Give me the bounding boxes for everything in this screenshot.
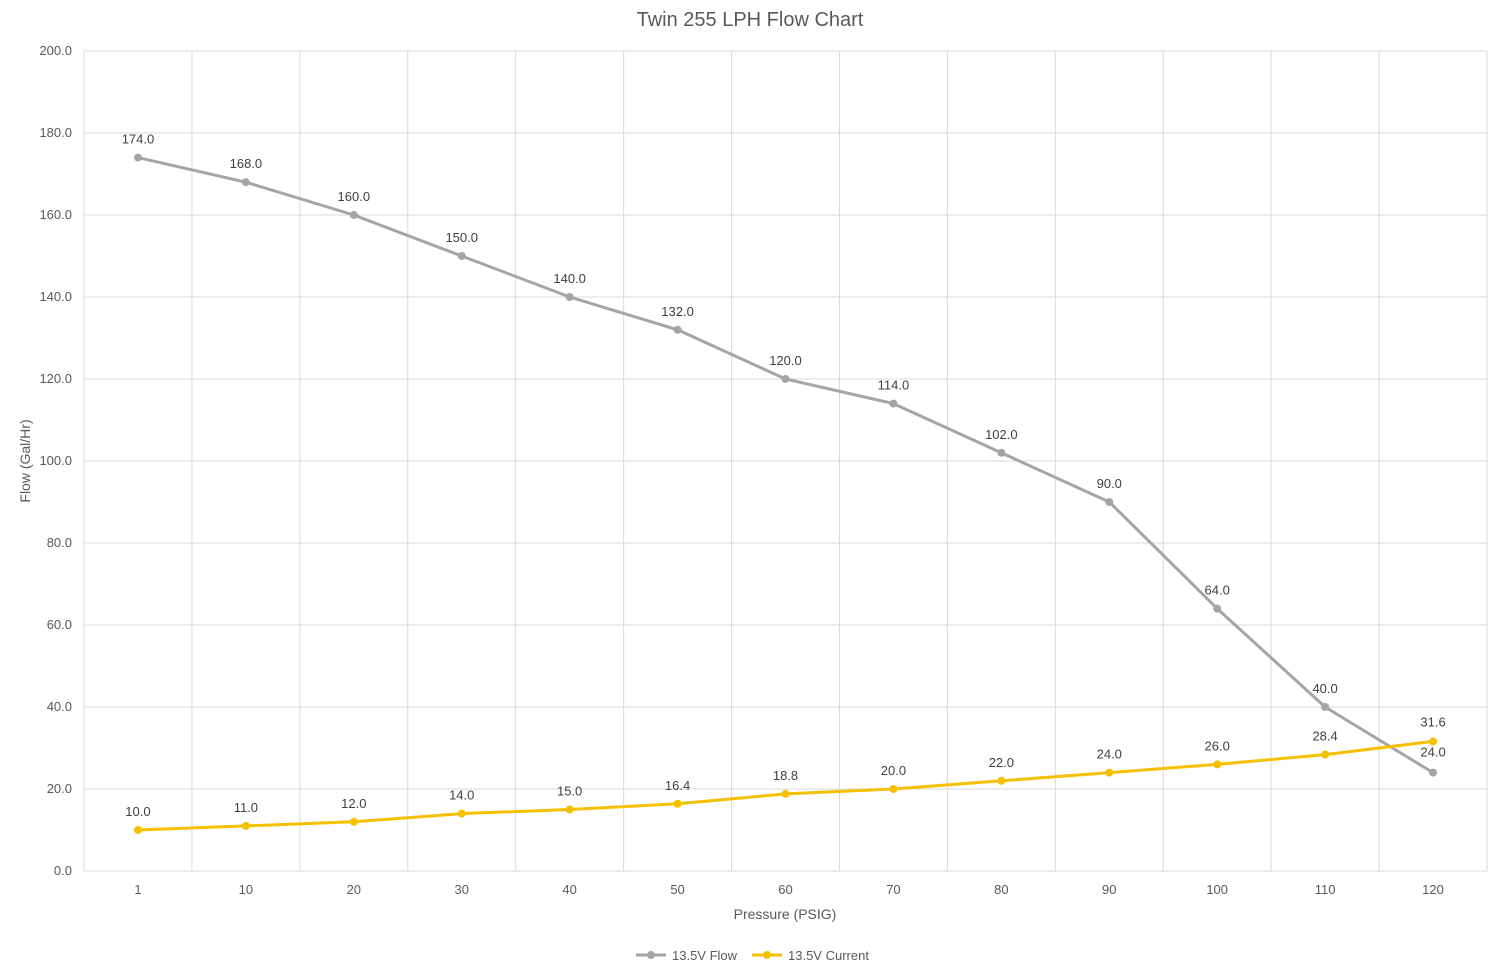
legend: 13.5V Flow 13.5V Current	[636, 948, 869, 963]
y-tick-label: 180.0	[39, 125, 72, 140]
data-point	[1321, 750, 1330, 759]
data-label: 40.0	[1312, 681, 1337, 696]
data-point	[673, 799, 682, 808]
data-label: 24.0	[1097, 747, 1122, 762]
x-tick-label: 90	[1102, 882, 1116, 897]
data-point	[133, 153, 142, 162]
gridlines	[83, 50, 1488, 872]
data-label: 20.0	[881, 763, 906, 778]
x-tick-label: 50	[670, 882, 684, 897]
y-tick-label: 0.0	[54, 863, 72, 878]
data-label: 28.4	[1312, 729, 1337, 744]
data-label: 168.0	[230, 156, 263, 171]
x-tick-label: 70	[886, 882, 900, 897]
data-point	[457, 252, 466, 260]
y-tick-label: 60.0	[47, 617, 72, 632]
legend-swatch-marker	[647, 951, 655, 959]
data-label: 90.0	[1097, 476, 1122, 491]
data-point	[457, 809, 466, 818]
data-label: 114.0	[878, 378, 910, 393]
x-tick-label: 10	[239, 882, 253, 897]
data-label: 22.0	[989, 755, 1014, 770]
data-point	[1105, 498, 1114, 506]
y-tick-label: 120.0	[39, 371, 72, 386]
data-label: 174.0	[122, 132, 155, 147]
data-label: 31.6	[1420, 714, 1445, 729]
data-label: 120.0	[769, 353, 802, 368]
data-point	[565, 293, 574, 301]
data-point	[889, 399, 898, 408]
x-tick-label: 100	[1206, 882, 1228, 897]
data-point	[1429, 737, 1438, 746]
data-label: 132.0	[661, 304, 694, 319]
data-point	[349, 211, 358, 219]
y-tick-label: 20.0	[47, 781, 72, 796]
axes: 0.020.040.060.080.0100.0120.0140.0160.01…	[39, 43, 1443, 897]
y-tick-label: 160.0	[39, 207, 72, 222]
x-tick-label: 20	[347, 882, 361, 897]
x-tick-label: 60	[778, 882, 792, 897]
data-label: 15.0	[557, 784, 582, 799]
data-label: 14.0	[449, 788, 474, 803]
data-label: 11.0	[234, 800, 258, 815]
data-point	[1213, 604, 1222, 613]
data-label: 12.0	[341, 796, 366, 811]
data-point	[133, 826, 142, 834]
x-tick-label: 110	[1315, 882, 1336, 897]
data-point	[1213, 760, 1222, 769]
data-label: 150.0	[445, 230, 478, 245]
data-point	[565, 805, 574, 814]
data-labels: 174.0 168.0 160.0 150.0 140.0 132.0 120.0 114.0…	[122, 132, 1446, 819]
data-point	[781, 789, 790, 798]
series-line-1	[137, 739, 1434, 832]
x-tick-label: 120	[1422, 882, 1444, 897]
data-point	[241, 178, 250, 187]
x-tick-label: 1	[134, 882, 141, 897]
series-line-0	[137, 156, 1434, 774]
x-tick-label: 80	[994, 882, 1008, 897]
y-tick-label: 200.0	[39, 43, 72, 58]
data-label: 140.0	[553, 271, 586, 286]
y-tick-label: 100.0	[39, 453, 72, 468]
data-label: 18.8	[773, 768, 798, 783]
data-point	[1429, 768, 1438, 777]
data-point	[781, 375, 790, 383]
x-tick-label: 40	[562, 882, 576, 897]
data-label: 16.4	[665, 778, 690, 793]
data-point	[997, 448, 1006, 457]
data-point	[1105, 768, 1114, 777]
chart-title: Twin 255 LPH Flow Chart	[637, 9, 864, 31]
data-label: 160.0	[338, 189, 371, 204]
legend-entry-label: 13.5V Flow	[672, 948, 738, 963]
x-axis-title: Pressure (PSIG)	[734, 906, 837, 922]
data-label: 102.0	[985, 427, 1018, 442]
data-label: 24.0	[1420, 745, 1445, 760]
series-lines	[133, 153, 1438, 834]
y-tick-label: 40.0	[47, 699, 72, 714]
legend-entry-label: 13.5V Current	[788, 948, 869, 963]
data-point	[349, 817, 358, 826]
data-point	[673, 325, 682, 334]
y-tick-label: 80.0	[47, 535, 72, 550]
data-point	[1321, 703, 1330, 711]
data-label: 26.0	[1205, 738, 1230, 753]
x-tick-label: 30	[454, 882, 468, 897]
data-point	[241, 821, 250, 830]
data-point	[997, 776, 1006, 785]
y-axis-title: Flow (Gal/Hr)	[17, 419, 33, 502]
legend-swatch-marker	[763, 951, 771, 959]
data-point	[889, 785, 898, 793]
y-tick-label: 140.0	[39, 289, 72, 304]
data-label: 64.0	[1205, 583, 1230, 598]
data-label: 10.0	[125, 804, 150, 819]
